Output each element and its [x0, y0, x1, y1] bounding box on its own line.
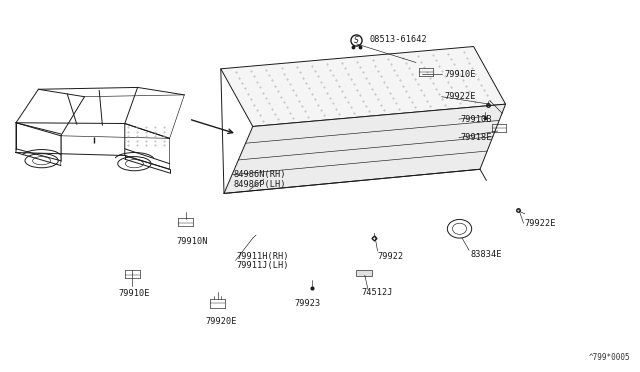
Text: 79910B: 79910B: [461, 115, 492, 124]
Polygon shape: [224, 104, 506, 193]
Text: 79922E: 79922E: [525, 219, 556, 228]
Text: 79911H(RH): 79911H(RH): [237, 252, 289, 261]
Text: 79922: 79922: [378, 252, 404, 261]
Text: 79911J(LH): 79911J(LH): [237, 262, 289, 270]
Text: 79918E: 79918E: [461, 133, 492, 142]
Text: S: S: [354, 36, 359, 45]
Text: 79922E: 79922E: [445, 92, 476, 101]
Text: 84986N(RH): 84986N(RH): [234, 170, 286, 179]
Text: 84986P(LH): 84986P(LH): [234, 180, 286, 189]
Text: 83834E: 83834E: [470, 250, 502, 259]
Text: 74512J: 74512J: [362, 288, 393, 296]
Text: 79910E: 79910E: [445, 70, 476, 79]
Text: ^799*0005: ^799*0005: [589, 353, 630, 362]
Text: 79910N: 79910N: [176, 237, 208, 246]
Text: 79910E: 79910E: [118, 289, 150, 298]
Text: 08513-61642: 08513-61642: [370, 35, 428, 44]
Polygon shape: [221, 46, 506, 126]
FancyBboxPatch shape: [356, 270, 372, 276]
Text: 79920E: 79920E: [205, 317, 237, 326]
Text: 79923: 79923: [294, 299, 321, 308]
